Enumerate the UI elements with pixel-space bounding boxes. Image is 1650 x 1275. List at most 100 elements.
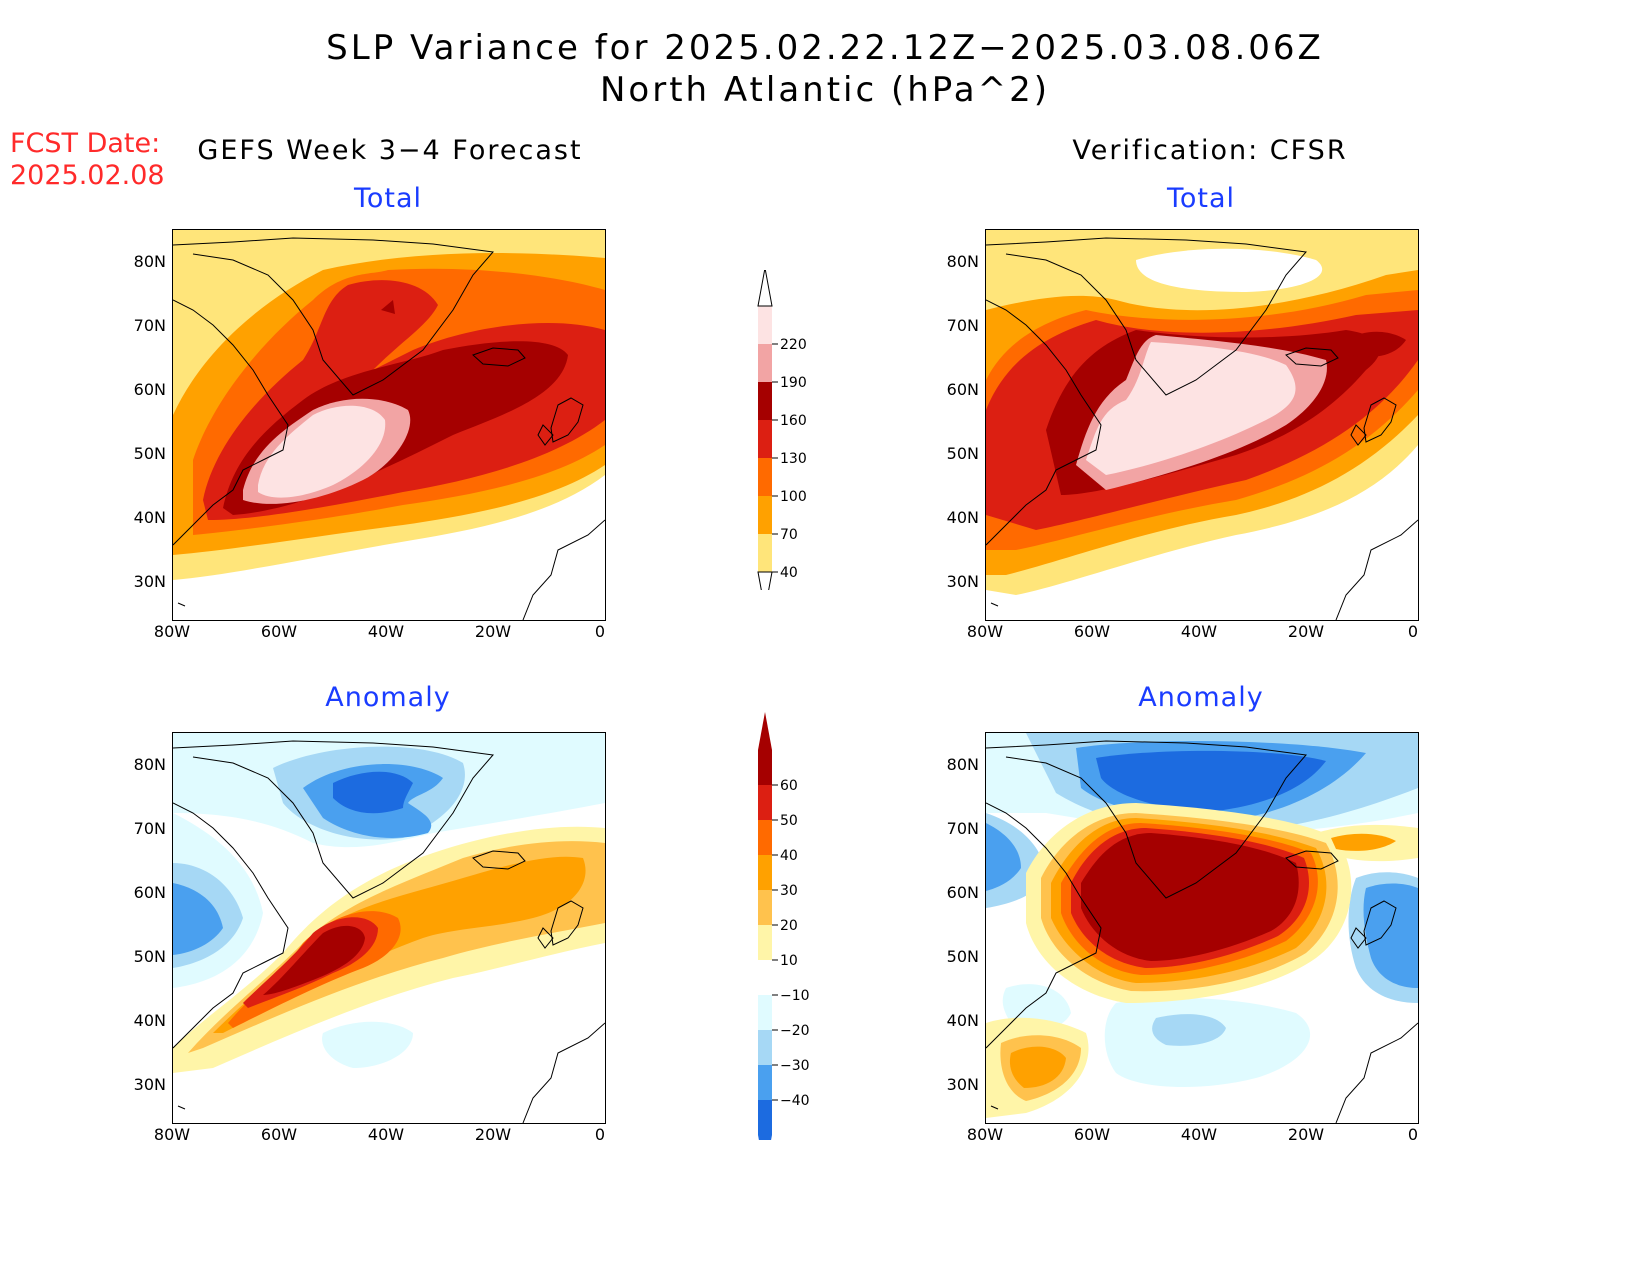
total-colorbar-label: 70 bbox=[780, 527, 798, 543]
field-neg-south bbox=[1104, 997, 1311, 1088]
field-220 bbox=[258, 405, 386, 498]
field-30-right bbox=[1331, 833, 1396, 851]
lon-tick-label: 40W bbox=[367, 622, 405, 641]
lon-tick-label: 60W bbox=[1073, 622, 1111, 641]
total-colorbar-label: 160 bbox=[780, 413, 807, 429]
lon-tick-label: 40W bbox=[1180, 1125, 1218, 1144]
anomaly-colorbar-label: 50 bbox=[780, 813, 798, 829]
lat-tick-label: 80N bbox=[133, 252, 166, 271]
lon-tick-label: 60W bbox=[260, 1125, 298, 1144]
br-panel-title: Anomaly bbox=[1138, 682, 1264, 713]
lon-tick-label: 0 bbox=[594, 1125, 606, 1144]
lon-tick-label: 0 bbox=[1407, 1125, 1419, 1144]
lat-tick-label: 70N bbox=[133, 819, 166, 838]
total-colorbar-swatch bbox=[758, 420, 772, 458]
total-colorbar-swatch bbox=[758, 382, 772, 420]
anomaly-colorbar-label: 30 bbox=[780, 883, 798, 899]
total-colorbar-swatch bbox=[758, 496, 772, 534]
lat-tick-label: 60N bbox=[946, 380, 979, 399]
lon-tick-label: 0 bbox=[1407, 622, 1419, 641]
field-empty-top bbox=[1136, 248, 1323, 292]
total-colorbar-label: 220 bbox=[780, 337, 807, 353]
lat-tick-label: 50N bbox=[946, 947, 979, 966]
anomaly-colorbar-label: 40 bbox=[780, 848, 798, 864]
lat-tick-label: 40N bbox=[946, 508, 979, 527]
tr-panel-title: Total bbox=[1166, 183, 1236, 214]
lon-tick-label: 40W bbox=[367, 1125, 405, 1144]
lat-tick-label: 50N bbox=[133, 947, 166, 966]
total-colorbar-top-arrow bbox=[757, 267, 773, 307]
total-colorbar: 220 190 160 130 100 70 40 bbox=[755, 267, 845, 611]
field-160-spot bbox=[381, 300, 395, 314]
lat-tick-label: 30N bbox=[946, 1075, 979, 1094]
anomaly-colorbar-label: 60 bbox=[780, 778, 798, 794]
anomaly-colorbar-label: 20 bbox=[780, 918, 798, 934]
lon-tick-label: 0 bbox=[594, 622, 606, 641]
lon-tick-label: 80W bbox=[966, 1125, 1004, 1144]
anomaly-colorbar-swatch bbox=[758, 820, 772, 855]
lat-tick-label: 60N bbox=[133, 380, 166, 399]
field-neg30-left bbox=[173, 883, 223, 955]
anomaly-colorbar-label: 10 bbox=[780, 953, 798, 969]
total-colorbar-label: 130 bbox=[780, 451, 807, 467]
lon-tick-label: 80W bbox=[153, 622, 191, 641]
total-colorbar-swatch bbox=[758, 344, 772, 382]
lon-tick-label: 60W bbox=[1073, 1125, 1111, 1144]
field-neg40 bbox=[333, 771, 413, 814]
gefs-total-map bbox=[172, 229, 606, 621]
field-neg40 bbox=[1096, 750, 1326, 811]
cfsr-total-map bbox=[985, 229, 1419, 621]
anomaly-colorbar-swatch bbox=[758, 995, 772, 1030]
total-colorbar-label: 190 bbox=[780, 375, 807, 391]
lon-tick-label: 20W bbox=[1287, 1125, 1325, 1144]
field-neg-left-dark bbox=[986, 823, 1021, 891]
lat-tick-label: 30N bbox=[133, 1075, 166, 1094]
fcst-date-label: FCST Date: bbox=[10, 128, 161, 159]
total-colorbar-label: 40 bbox=[780, 565, 798, 581]
anomaly-colorbar-swatch bbox=[758, 1030, 772, 1065]
anomaly-colorbar-top-arrow bbox=[758, 712, 772, 750]
field-60 bbox=[263, 925, 365, 995]
lat-tick-label: 40N bbox=[133, 1011, 166, 1030]
anomaly-colorbar-swatch bbox=[758, 1065, 772, 1100]
lat-tick-label: 80N bbox=[133, 755, 166, 774]
anomaly-colorbar-label: −40 bbox=[780, 1093, 810, 1109]
anomaly-colorbar-bottom-arrow bbox=[758, 1135, 772, 1173]
total-colorbar-label: 100 bbox=[780, 489, 807, 505]
subtitle: North Atlantic (hPa^2) bbox=[599, 70, 1050, 110]
lat-tick-label: 60N bbox=[133, 883, 166, 902]
field-60 bbox=[1081, 833, 1299, 961]
lat-tick-label: 60N bbox=[946, 883, 979, 902]
field-neg-south-mid bbox=[1152, 1014, 1226, 1046]
field-160-right bbox=[1346, 331, 1406, 357]
anomaly-colorbar-swatch bbox=[758, 750, 772, 785]
lon-tick-label: 60W bbox=[260, 622, 298, 641]
anomaly-colorbar-label: −30 bbox=[780, 1058, 810, 1074]
lon-tick-label: 20W bbox=[1287, 622, 1325, 641]
lon-tick-label: 80W bbox=[153, 1125, 191, 1144]
anomaly-colorbar-label: −20 bbox=[780, 1023, 810, 1039]
lat-tick-label: 70N bbox=[946, 819, 979, 838]
total-colorbar-swatch bbox=[758, 458, 772, 496]
lat-tick-label: 70N bbox=[133, 316, 166, 335]
gefs-anomaly-map bbox=[172, 732, 606, 1124]
main-title: SLP Variance for 2025.02.22.12Z−2025.03.… bbox=[326, 28, 1324, 68]
field-neg-right-dark bbox=[1363, 883, 1418, 988]
lat-tick-label: 70N bbox=[946, 316, 979, 335]
forecast-column-title: GEFS Week 3−4 Forecast bbox=[197, 135, 583, 166]
anomaly-colorbar-swatch bbox=[758, 855, 772, 890]
field-220 bbox=[1086, 342, 1296, 475]
lat-tick-label: 40N bbox=[946, 1011, 979, 1030]
field-30-sw bbox=[1009, 1046, 1066, 1088]
lat-tick-label: 80N bbox=[946, 252, 979, 271]
lat-tick-label: 50N bbox=[133, 444, 166, 463]
lat-tick-label: 30N bbox=[133, 572, 166, 591]
lat-tick-label: 50N bbox=[946, 444, 979, 463]
lon-tick-label: 20W bbox=[474, 622, 512, 641]
field-neg10-south bbox=[322, 1021, 413, 1068]
anomaly-colorbar-swatch bbox=[758, 890, 772, 925]
total-colorbar-swatch bbox=[758, 306, 772, 344]
lon-tick-label: 20W bbox=[474, 1125, 512, 1144]
anomaly-colorbar-swatch bbox=[758, 960, 772, 995]
fcst-date-value: 2025.02.08 bbox=[10, 160, 165, 191]
